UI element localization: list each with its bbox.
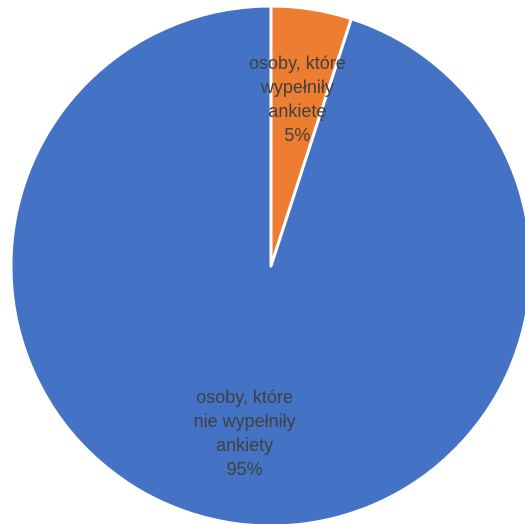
slice-value-label: 95% <box>227 459 263 479</box>
slice-category-label-line: osoby, które <box>196 387 293 407</box>
pie-slice-1 <box>9 4 525 524</box>
slice-category-label-line: nie wypełniły <box>194 411 296 431</box>
slice-data-label-0: osoby, które wypełniły ankietę 5% <box>249 53 346 145</box>
slice-category-label-line: wypełniły <box>260 77 334 97</box>
slice-value-label: 5% <box>284 125 310 145</box>
slice-data-label-1: osoby, które nie wypełniły ankiety 95% <box>194 387 296 479</box>
slice-category-label-line: ankietę <box>268 101 326 121</box>
slice-category-label-line: ankiety <box>216 435 273 455</box>
labels-layer: osoby, które wypełniły ankietę 5%osoby, któ… <box>194 53 346 479</box>
slices-layer <box>9 4 525 524</box>
slice-category-label-line: osoby, które <box>249 53 346 73</box>
